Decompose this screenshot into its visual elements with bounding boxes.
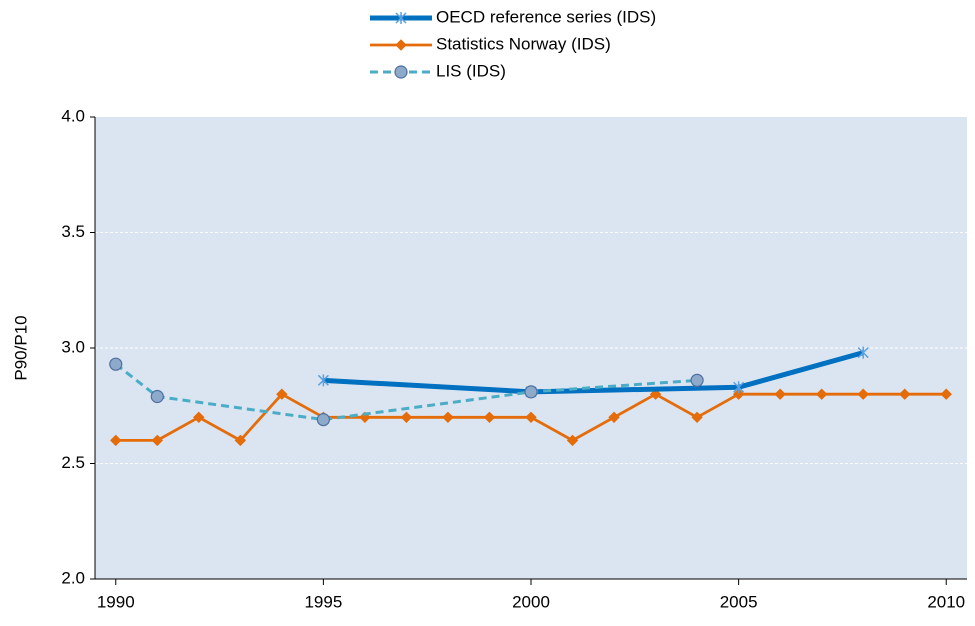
x-tick-label: 1990 (97, 592, 135, 611)
data-point (276, 388, 288, 400)
legend-marker (395, 39, 407, 51)
data-point (193, 411, 205, 424)
x-tick-label: 1995 (304, 592, 342, 611)
data-point (857, 388, 869, 400)
y-tick-label: 4.0 (61, 106, 85, 125)
data-point (316, 413, 330, 427)
data-point (400, 411, 413, 424)
legend-marker (394, 65, 408, 79)
y-tick-label: 2.5 (61, 453, 85, 472)
x-tick-label: 2010 (927, 592, 965, 611)
x-tick-label: 2000 (512, 592, 550, 611)
data-point (691, 411, 703, 424)
data-point (524, 385, 538, 399)
data-point (483, 411, 496, 424)
data-point (899, 388, 911, 400)
data-point (317, 374, 329, 387)
legend-marker (395, 12, 407, 24)
data-point (733, 381, 745, 394)
legend-label: Statistics Norway (IDS) (436, 34, 611, 53)
data-point (151, 434, 163, 447)
y-axis-label: P90/P10 (11, 315, 30, 380)
data-point (566, 434, 579, 447)
x-tick-label: 2005 (720, 592, 758, 611)
data-point (150, 389, 164, 404)
y-tick-label: 3.0 (61, 337, 85, 356)
data-point (525, 411, 537, 424)
data-point (359, 411, 371, 424)
data-point (940, 388, 952, 400)
data-point (442, 411, 454, 424)
legend-label: OECD reference series (IDS) (436, 7, 656, 26)
data-point (690, 373, 704, 387)
y-tick-label: 3.5 (61, 222, 85, 241)
series-line (114, 362, 698, 422)
data-point (857, 346, 869, 359)
series-line (323, 350, 864, 395)
data-point (110, 434, 122, 447)
data-point (649, 388, 662, 400)
data-point (109, 357, 123, 371)
legend-label: LIS (IDS) (436, 61, 506, 80)
data-point (234, 434, 247, 447)
data-point (815, 388, 828, 400)
data-point (608, 411, 620, 424)
data-point (774, 388, 786, 400)
data-point (732, 388, 745, 400)
y-tick-label: 2.0 (61, 568, 85, 587)
